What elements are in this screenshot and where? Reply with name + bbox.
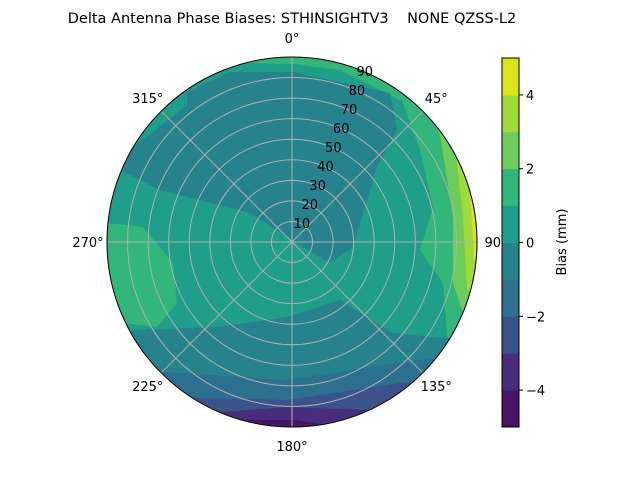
colorbar-band (502, 316, 519, 354)
contour-band-minus5-to-minus4 (150, 420, 400, 427)
colorbar-label: Bias (mm) (555, 209, 570, 276)
colorbar-band (502, 205, 519, 243)
theta-tick-label: 180° (276, 440, 307, 455)
r-tick-label: 80 (349, 84, 366, 99)
colorbar-band (502, 242, 519, 280)
colorbar-band (502, 390, 519, 428)
r-tick-label: 40 (317, 160, 334, 175)
colorbar-tick-label: −2 (526, 310, 545, 325)
theta-tick-label: 45° (425, 92, 448, 107)
colorbar-tick-label: 4 (526, 89, 534, 104)
colorbar-band (502, 168, 519, 207)
colorbar-band (502, 279, 519, 317)
theta-gridline (291, 241, 424, 374)
theta-tick-label: 270° (72, 236, 103, 251)
r-tick-label: 20 (301, 198, 318, 213)
polar-frame (106, 56, 478, 428)
colorbar-band (502, 58, 519, 96)
theta-tick-label: 225° (132, 380, 163, 395)
r-tick-label: 60 (333, 122, 350, 137)
colorbar-tick-label: −4 (526, 384, 545, 399)
colorbar-band (502, 353, 519, 391)
theta-tick-label: 0° (285, 32, 300, 47)
theta-gridline (160, 110, 293, 243)
colorbar-tick-label: 0 (526, 237, 534, 252)
contour-band-3-to-4 (455, 150, 477, 290)
theta-gridline (291, 110, 424, 243)
chart-title: Delta Antenna Phase Biases: STHINSIGHTV3… (68, 11, 517, 27)
contour-band-1-to-2-left (107, 222, 177, 327)
r-tick-label: 70 (341, 103, 358, 118)
theta-gridline (160, 241, 293, 374)
polar-grid (106, 56, 478, 428)
theta-tick-label: 315° (132, 92, 163, 107)
colorbar-band (502, 94, 519, 133)
r-tick-label: 90 (357, 65, 374, 80)
theta-tick-label: 135° (421, 380, 452, 395)
r-tick-label: 30 (309, 179, 326, 194)
axis-labels: 1020304050607080900°45°90°135°180°225°27… (72, 32, 507, 455)
colorbar-band (502, 131, 519, 170)
colorbar: 4 2 0 −2 −4 (501, 57, 545, 428)
colorbar-tick-label: 2 (526, 163, 534, 178)
r-tick-label: 10 (294, 217, 311, 232)
r-tick-label: 50 (325, 141, 342, 156)
